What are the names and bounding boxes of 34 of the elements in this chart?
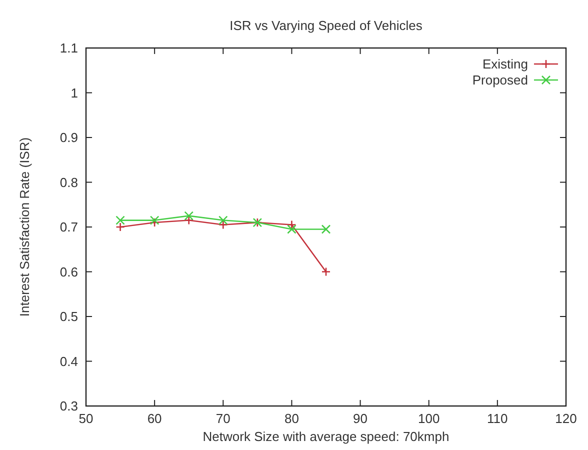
y-tick-label: 0.7 xyxy=(60,220,78,234)
x-tick-label: 110 xyxy=(487,411,508,426)
point xyxy=(287,220,296,230)
y-axis-title: Interest Satisfaction Rate (ISR) xyxy=(17,137,32,317)
y-tick-label: 0.9 xyxy=(60,130,78,145)
point xyxy=(218,216,228,225)
y-tick-label: 0.6 xyxy=(60,264,78,280)
point xyxy=(184,216,194,225)
x-tick-label: 50 xyxy=(78,411,94,426)
y-tick-label: 0.3 xyxy=(60,398,78,414)
x-axis-title: Network Size with average speed: 70kmph xyxy=(202,429,450,444)
point xyxy=(116,216,125,225)
legend-label: Proposed xyxy=(472,72,528,88)
y-tick-label: 0.4 xyxy=(60,354,78,369)
x-tick-label: 120 xyxy=(555,411,577,426)
x-tick-label: 70 xyxy=(216,411,230,426)
y-tick-label: 1 xyxy=(70,85,78,100)
x-tick-label: 80 xyxy=(284,411,299,426)
x-tick-label: 100 xyxy=(418,411,440,426)
y-tick-label: 1.1 xyxy=(60,40,78,56)
point xyxy=(321,224,331,234)
point xyxy=(321,267,331,276)
point xyxy=(116,222,125,232)
point xyxy=(287,224,296,234)
y-tick-label: 0.8 xyxy=(60,174,78,190)
y-tick-label: 0.5 xyxy=(60,309,78,324)
chart-title: ISR vs Varying Speed of Vehicles xyxy=(230,18,423,33)
point xyxy=(218,220,228,230)
legend-label: Existing xyxy=(482,56,528,72)
x-tick-label: 90 xyxy=(353,411,368,426)
x-tick-label: 60 xyxy=(147,411,162,426)
point xyxy=(184,211,194,220)
point xyxy=(150,218,160,228)
point xyxy=(150,216,160,225)
